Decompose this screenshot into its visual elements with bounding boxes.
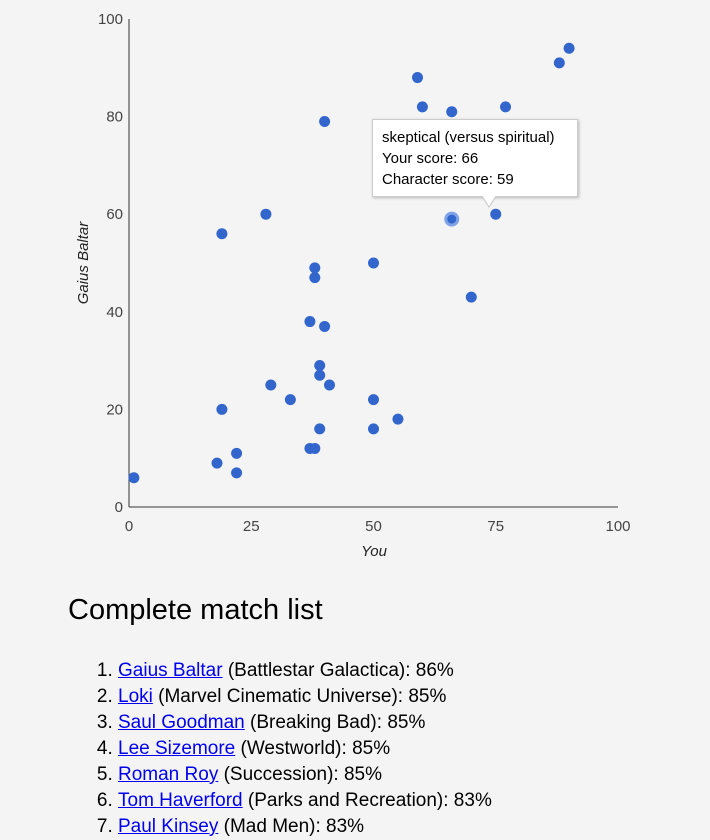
data-point[interactable] xyxy=(309,262,321,274)
data-point[interactable] xyxy=(211,457,223,469)
match-detail: (Battlestar Galactica): 86% xyxy=(222,660,454,681)
match-list-item: Paul Kinsey (Mad Men): 83% xyxy=(118,814,492,840)
data-point[interactable] xyxy=(319,115,331,127)
data-point[interactable] xyxy=(265,379,277,391)
data-point[interactable] xyxy=(563,42,575,54)
data-point[interactable] xyxy=(553,57,565,69)
y-tick-label: 0 xyxy=(115,499,123,516)
match-list-item: Saul Goodman (Breaking Bad): 85% xyxy=(118,710,492,736)
match-detail: (Marvel Cinematic Universe): 85% xyxy=(152,686,447,707)
data-point[interactable] xyxy=(368,257,379,269)
data-point[interactable] xyxy=(446,106,458,118)
x-tick-label: 25 xyxy=(243,518,260,535)
scatter-chart: 0 20 40 60 80 100 0 25 50 75 100 You Gaius Baltar xyxy=(75,11,631,560)
match-list-item: Tom Haverford (Parks and Recreation): 83… xyxy=(118,788,492,814)
data-point[interactable] xyxy=(284,394,296,406)
match-list-item: Lee Sizemore (Westworld): 85% xyxy=(118,736,492,762)
x-tick-label: 100 xyxy=(605,518,630,535)
data-point[interactable] xyxy=(231,447,243,459)
x-axis-ticks: 0 25 50 75 100 xyxy=(125,518,631,535)
match-list-heading: Complete match list xyxy=(68,594,323,626)
character-link[interactable]: Lee Sizemore xyxy=(118,738,236,759)
tooltip-pointer xyxy=(481,195,497,208)
match-detail: (Parks and Recreation): 83% xyxy=(242,790,492,811)
data-point[interactable] xyxy=(323,379,335,391)
data-point[interactable] xyxy=(500,101,512,113)
data-point[interactable] xyxy=(314,359,326,371)
tooltip-your-score: Your score: 66 xyxy=(382,150,479,167)
data-point[interactable] xyxy=(231,467,243,479)
match-detail: (Breaking Bad): 85% xyxy=(244,712,426,733)
match-list-item: Loki (Marvel Cinematic Universe): 85% xyxy=(118,684,492,710)
data-point[interactable] xyxy=(314,423,326,435)
character-link[interactable]: Saul Goodman xyxy=(118,712,245,733)
data-point[interactable] xyxy=(128,472,140,484)
character-link[interactable]: Loki xyxy=(118,686,153,707)
y-tick-label: 100 xyxy=(98,11,123,28)
data-point[interactable] xyxy=(319,320,331,332)
data-point[interactable] xyxy=(314,369,326,381)
match-detail: (Mad Men): 83% xyxy=(218,816,365,837)
data-point[interactable] xyxy=(392,413,404,425)
y-tick-label: 80 xyxy=(106,109,123,126)
data-point[interactable] xyxy=(490,208,502,220)
chart-tooltip: skeptical (versus spiritual) Your score:… xyxy=(372,119,578,197)
character-link[interactable]: Roman Roy xyxy=(118,764,219,785)
character-link[interactable]: Tom Haverford xyxy=(118,790,243,811)
data-point[interactable] xyxy=(368,394,379,406)
x-tick-label: 50 xyxy=(365,518,382,535)
data-point[interactable] xyxy=(368,423,379,435)
data-point[interactable] xyxy=(309,442,321,454)
x-tick-label: 75 xyxy=(487,518,504,535)
match-list-item: Gaius Baltar (Battlestar Galactica): 86% xyxy=(118,658,492,684)
y-axis-ticks: 0 20 40 60 80 100 xyxy=(98,11,123,516)
data-point[interactable] xyxy=(216,228,228,240)
match-detail: (Westworld): 85% xyxy=(235,738,391,759)
data-points xyxy=(128,42,575,484)
match-list-item: Roman Roy (Succession): 85% xyxy=(118,762,492,788)
data-point[interactable] xyxy=(416,101,428,113)
match-list: Gaius Baltar (Battlestar Galactica): 86%… xyxy=(68,658,492,840)
x-tick-label: 0 xyxy=(125,518,133,535)
data-point[interactable] xyxy=(309,272,321,284)
y-axis-label: Gaius Baltar xyxy=(75,221,92,305)
tooltip-trait: skeptical (versus spiritual) xyxy=(382,129,555,146)
y-tick-label: 40 xyxy=(106,304,123,321)
data-point[interactable] xyxy=(465,291,477,303)
data-point-highlighted[interactable] xyxy=(444,211,460,227)
match-detail: (Succession): 85% xyxy=(218,764,383,785)
character-link[interactable]: Gaius Baltar xyxy=(118,660,223,681)
x-axis-label: You xyxy=(361,543,388,560)
data-point[interactable] xyxy=(216,403,228,415)
data-point[interactable] xyxy=(260,208,272,220)
y-tick-label: 60 xyxy=(106,206,123,223)
data-point[interactable] xyxy=(304,316,316,328)
tooltip-character-score: Character score: 59 xyxy=(382,171,514,188)
data-point[interactable] xyxy=(412,72,424,84)
y-tick-label: 20 xyxy=(106,401,123,418)
character-link[interactable]: Paul Kinsey xyxy=(118,816,219,837)
